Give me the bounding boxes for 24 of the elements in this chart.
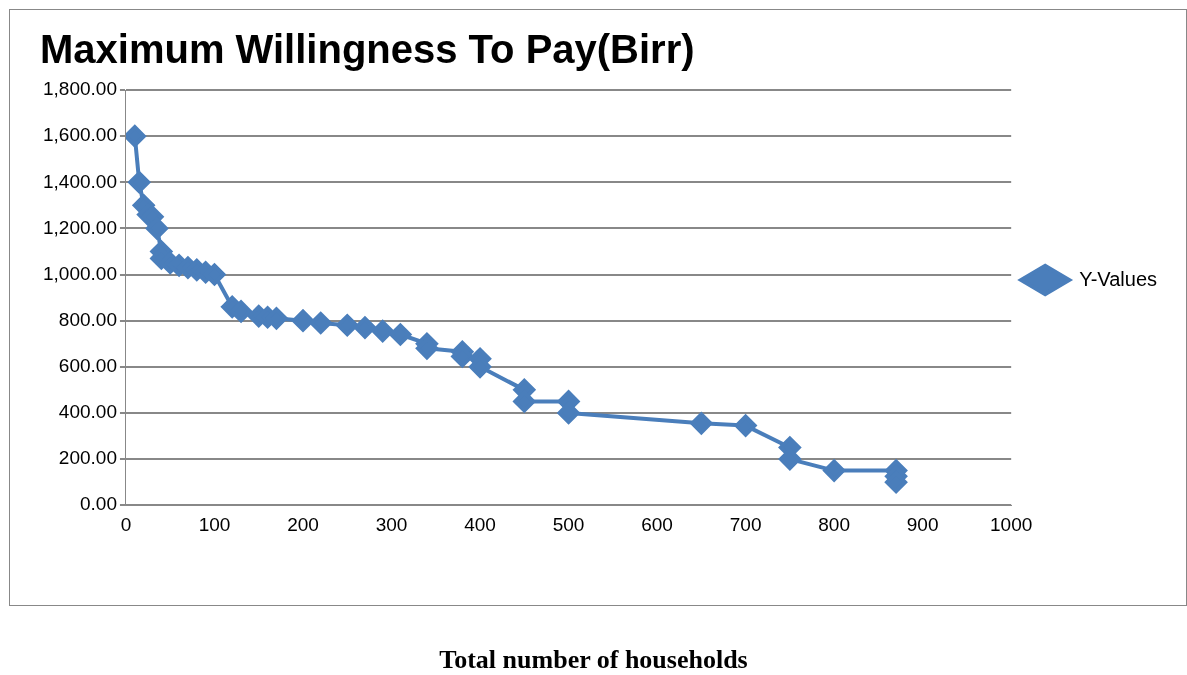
x-axis-title: Total number of households <box>438 645 749 675</box>
y-tick-label: 800.00 <box>58 308 117 330</box>
x-tick-label: 1000 <box>990 513 1033 535</box>
y-tick-label: 1,200.00 <box>42 216 117 238</box>
y-tick-label: 200.00 <box>58 447 117 469</box>
y-tick-label: 1,800.00 <box>42 78 117 100</box>
chart-title: Maximum Willingness To Pay(Birr) <box>40 27 695 72</box>
x-tick-label: 200 <box>287 513 319 535</box>
x-tick-label: 600 <box>641 513 673 535</box>
y-tick-label: 1,000.00 <box>42 262 117 284</box>
x-tick-label: 400 <box>464 513 496 535</box>
x-tick-label: 800 <box>818 513 850 535</box>
y-tick-label: 1,600.00 <box>42 124 117 146</box>
y-tick-label: 0.00 <box>79 493 117 515</box>
x-tick-label: 0 <box>120 513 132 535</box>
x-tick-label: 100 <box>198 513 231 535</box>
x-tick-label: 300 <box>375 513 408 535</box>
y-tick-label: 600.00 <box>58 355 117 377</box>
y-tick-label: 1,400.00 <box>42 170 117 192</box>
x-tick-label: 900 <box>906 513 939 535</box>
x-tick-label: 500 <box>552 513 585 535</box>
y-tick-label: 400.00 <box>58 401 117 423</box>
x-tick-label: 700 <box>729 513 762 535</box>
legend-label: Y-Values <box>1079 267 1158 290</box>
